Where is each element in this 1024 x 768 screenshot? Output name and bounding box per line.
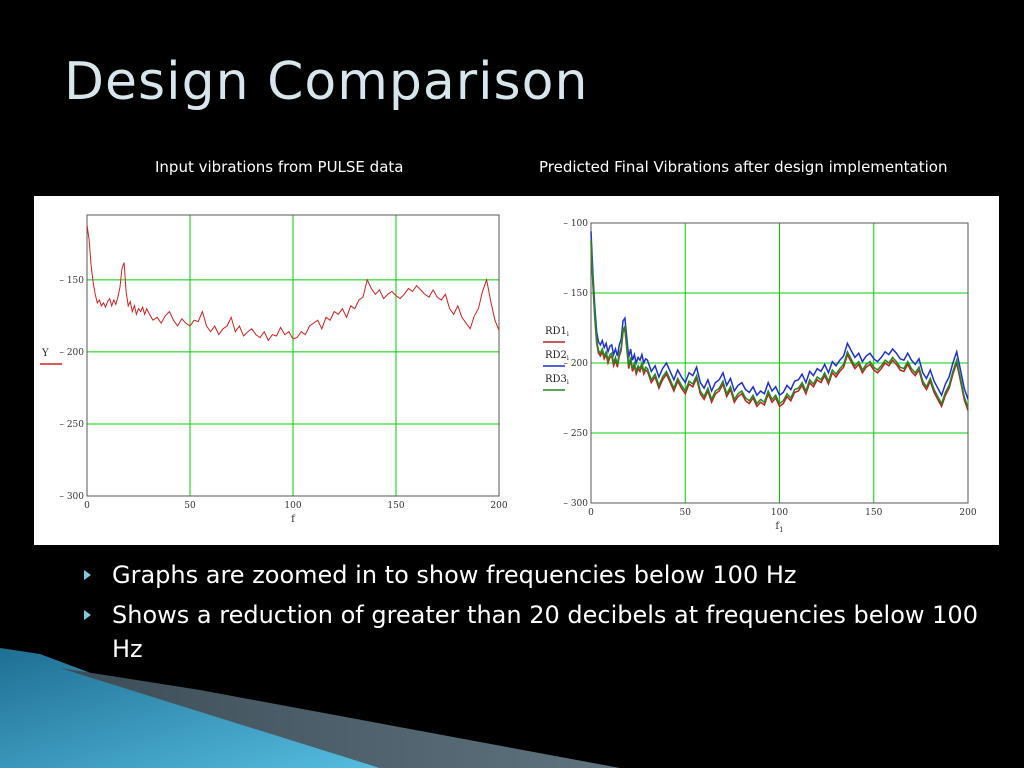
chart-2: 0 50 100 150 200 – 100 – 150 – 200 – 250 – 300 f1 R…	[543, 219, 977, 534]
bullet-item: Shows a reduction of greater than 20 dec…	[84, 598, 984, 666]
legend-label: RD1i	[545, 326, 569, 338]
y-tick-label: – 250	[59, 420, 84, 430]
legend-label: RD2i	[545, 350, 569, 362]
legend-label-subscript: i	[567, 331, 569, 338]
bullet-list: Graphs are zoomed in to show frequencies…	[84, 558, 984, 672]
slide-title: Design Comparison	[64, 52, 589, 112]
bullet-arrow-icon	[84, 610, 91, 620]
x-tick-label: 50	[680, 508, 692, 518]
x-axis-label-subscript: 1	[779, 526, 783, 534]
legend-label-subscript: i	[567, 355, 569, 362]
bullet-item: Graphs are zoomed in to show frequencies…	[84, 558, 984, 592]
legend-label-subscript: i	[567, 379, 569, 386]
decoration-gray-swoosh	[60, 668, 620, 768]
x-tick-label: 50	[184, 501, 196, 511]
y-tick-label: – 150	[59, 276, 84, 286]
x-tick-label: 150	[865, 508, 882, 518]
plot-frame	[86, 214, 500, 497]
series-line-rd3	[590, 239, 969, 409]
x-tick-label: 0	[84, 501, 90, 511]
charts-svg: 0 50 100 150 200 – 150 – 200 – 250 – 300 f Y 0 50 100…	[40, 214, 977, 534]
y-tick-label: – 300	[563, 499, 588, 509]
y-tick-label: – 100	[563, 219, 588, 229]
x-tick-label: 200	[490, 501, 507, 511]
chart-panel: 0 50 100 150 200 – 150 – 200 – 250 – 300 f Y 0 50 100…	[34, 196, 999, 545]
x-axis-label: f	[291, 514, 296, 525]
chart-1: 0 50 100 150 200 – 150 – 200 – 250 – 300 f Y	[40, 214, 508, 525]
x-tick-label: 150	[387, 501, 404, 511]
left-chart-caption: Input vibrations from PULSE data	[155, 158, 404, 176]
series-line-y	[86, 225, 500, 342]
bullet-text: Shows a reduction of greater than 20 dec…	[112, 601, 978, 663]
x-tick-label: 0	[588, 508, 594, 518]
y-tick-label: – 200	[59, 348, 84, 358]
x-tick-label: 200	[959, 508, 976, 518]
bullet-text: Graphs are zoomed in to show frequencies…	[112, 561, 797, 589]
legend-label: RD3i	[545, 374, 569, 386]
x-tick-label: 100	[771, 508, 788, 518]
y-tick-label: – 150	[563, 289, 588, 299]
right-chart-caption: Predicted Final Vibrations after design …	[539, 158, 948, 176]
y-tick-label: – 250	[563, 429, 588, 439]
bullet-arrow-icon	[84, 570, 91, 580]
y-tick-label: – 300	[59, 492, 84, 502]
legend-label: Y	[41, 348, 49, 359]
x-axis-label: f1	[775, 521, 783, 534]
series-line-rd2	[590, 231, 969, 400]
x-tick-label: 100	[284, 501, 301, 511]
plot-frame	[590, 222, 969, 504]
y-tick-label: – 200	[563, 359, 588, 369]
